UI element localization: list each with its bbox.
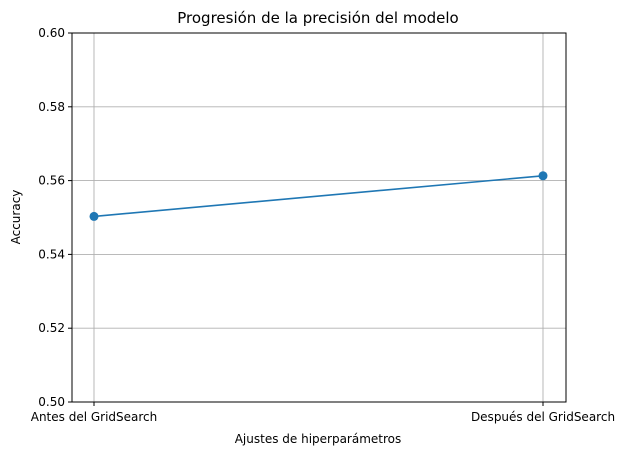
tick-layer: 0.50 0.52 0.54 0.56 0.58 0.60 Antes del GridSe… [31, 26, 615, 424]
x-axis-label: Ajustes de hiperparámetros [235, 432, 402, 446]
chart-title: Progresión de la precisión del modelo [177, 9, 458, 27]
y-tick-label: 0.52 [38, 321, 65, 335]
y-tick-label: 0.54 [38, 247, 65, 261]
grid-layer [72, 32, 566, 403]
data-point [538, 171, 548, 181]
plot-frame [71, 32, 567, 403]
x-tick-label: Antes del GridSearch [31, 410, 158, 424]
y-axis-label: Accuracy [9, 190, 23, 245]
series-layer [89, 171, 548, 221]
x-tick-label: Después del GridSearch [471, 410, 615, 424]
data-point [89, 211, 99, 221]
y-tick-label: 0.58 [38, 100, 65, 114]
y-tick-label: 0.50 [38, 395, 65, 409]
y-tick-label: 0.56 [38, 174, 65, 188]
series-line [93, 175, 544, 218]
y-tick-label: 0.60 [38, 26, 65, 40]
